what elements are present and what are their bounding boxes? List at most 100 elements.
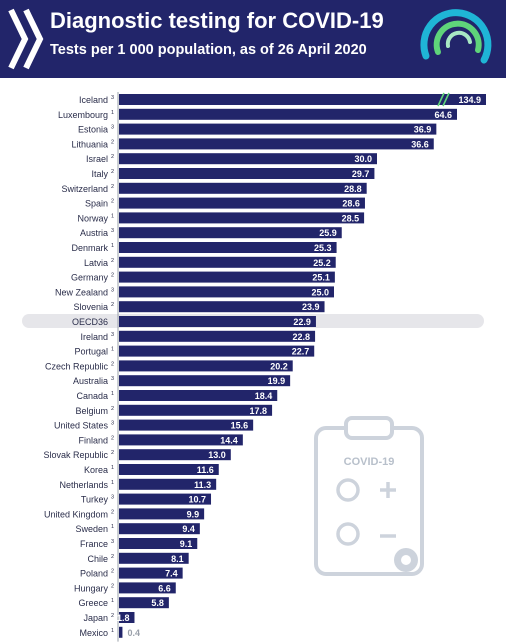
category-label: Portugal [74, 347, 108, 357]
data-label: 22.7 [292, 347, 310, 357]
bar [119, 404, 273, 416]
data-label: 20.2 [270, 361, 288, 371]
footnote-marker: 2 [111, 184, 114, 190]
data-label: 10.7 [188, 495, 206, 505]
data-label: 17.8 [250, 406, 268, 416]
footnote-marker: 3 [111, 95, 114, 101]
category-label: Switzerland [61, 184, 108, 194]
footnote-marker: 1 [111, 598, 114, 604]
footnote-marker: 2 [111, 509, 114, 515]
data-label: 28.6 [342, 199, 360, 209]
category-label: Canada [76, 391, 108, 401]
bar [119, 508, 205, 520]
category-label: Hungary [74, 583, 109, 593]
data-label: 36.9 [414, 125, 432, 135]
bar [119, 123, 437, 135]
category-label: Norway [77, 213, 108, 223]
data-label: 19.9 [268, 376, 286, 386]
category-label: Sweden [75, 524, 108, 534]
footnote-marker: 1 [111, 524, 114, 530]
bar [119, 256, 336, 268]
data-label: 8.1 [171, 554, 184, 564]
footnote-marker: 1 [111, 243, 114, 249]
category-label: Finland [78, 435, 108, 445]
category-label: Poland [80, 569, 108, 579]
footnote-marker: 2 [111, 583, 114, 589]
data-label: 25.2 [313, 258, 331, 268]
category-label: Japan [83, 613, 108, 623]
category-label: Luxembourg [58, 110, 108, 120]
footnote-marker: 2 [111, 139, 114, 145]
bar [119, 360, 293, 372]
footnote-marker: 3 [111, 376, 114, 382]
category-label: Belgium [75, 406, 108, 416]
footnote-marker: 3 [111, 421, 114, 427]
bar [119, 271, 335, 283]
data-label: 22.8 [293, 332, 311, 342]
bar [119, 419, 254, 431]
data-label: 9.1 [180, 539, 193, 549]
data-label: 23.9 [302, 302, 320, 312]
footnote-marker: 2 [111, 273, 114, 279]
category-label: OECD36 [72, 317, 108, 327]
data-label: 25.1 [312, 273, 330, 283]
category-label: Israel [86, 154, 108, 164]
data-label: 1.8 [117, 613, 130, 623]
category-label: Latvia [84, 258, 108, 268]
footnote-marker: 1 [111, 213, 114, 219]
bar [119, 449, 231, 461]
category-label: Australia [73, 376, 108, 386]
footnote-marker: 2 [111, 406, 114, 412]
data-label: 28.5 [342, 213, 360, 223]
data-label: 7.4 [165, 569, 178, 579]
footnote-marker: 1 [111, 347, 114, 353]
bar [119, 523, 200, 535]
bar [119, 375, 291, 387]
data-label: 30.0 [354, 154, 372, 164]
footnote-marker: 2 [111, 361, 114, 367]
bar [119, 478, 217, 490]
footnote-marker: 3 [111, 539, 114, 545]
data-label: 25.0 [311, 287, 329, 297]
bar [119, 316, 316, 327]
category-label: France [80, 539, 108, 549]
bar [119, 464, 219, 475]
bar [119, 330, 316, 342]
footnote-marker: 1 [111, 110, 114, 116]
clipboard-test-illustration: COVID-19 [314, 416, 424, 576]
footnote-marker: 3 [111, 228, 114, 234]
data-label: 28.8 [344, 184, 362, 194]
footnote-marker: 3 [111, 287, 114, 293]
data-label: 14.4 [220, 435, 238, 445]
footnote-marker: 1 [111, 628, 114, 634]
category-label: Iceland [79, 95, 108, 105]
bar [119, 286, 334, 298]
category-label: Austria [80, 228, 108, 238]
footnote-marker: 1 [111, 391, 114, 397]
footnote-marker: 1 [111, 480, 114, 486]
category-label: Netherlands [59, 480, 108, 490]
footnote-marker: 2 [111, 199, 114, 205]
data-label: 64.6 [434, 110, 452, 120]
footnote-marker: 2 [111, 613, 114, 619]
bar [119, 390, 278, 401]
bar [119, 197, 365, 209]
data-label: 18.4 [255, 391, 273, 401]
bar [119, 94, 486, 105]
footnote-marker: 2 [111, 154, 114, 160]
chevron-logo-icon [8, 8, 44, 70]
category-label: Chile [87, 554, 108, 564]
category-label: United States [54, 421, 109, 431]
footnote-marker: 2 [111, 450, 114, 456]
category-label: Spain [85, 199, 108, 209]
footnote-marker: 2 [111, 554, 114, 560]
bar [119, 212, 365, 224]
data-label: 9.4 [182, 524, 195, 534]
footnote-marker: 3 [111, 495, 114, 501]
data-label: 25.9 [319, 228, 337, 238]
data-label: 0.4 [127, 628, 140, 638]
data-label: 5.8 [151, 598, 164, 608]
data-label: 11.3 [194, 480, 211, 490]
data-label: 9.9 [187, 509, 200, 519]
bar [119, 582, 176, 594]
